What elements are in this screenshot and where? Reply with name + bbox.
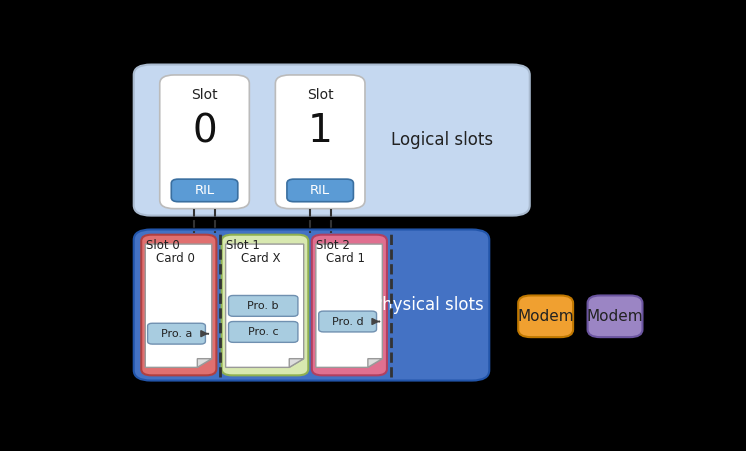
FancyBboxPatch shape bbox=[134, 230, 489, 381]
Text: Card 1: Card 1 bbox=[326, 252, 366, 265]
Polygon shape bbox=[316, 244, 382, 368]
Text: Logical slots: Logical slots bbox=[391, 131, 493, 149]
FancyBboxPatch shape bbox=[319, 311, 377, 332]
Polygon shape bbox=[289, 359, 304, 368]
FancyBboxPatch shape bbox=[134, 64, 530, 216]
FancyBboxPatch shape bbox=[287, 179, 354, 202]
Text: Pro. a: Pro. a bbox=[161, 329, 192, 339]
Text: Slot 0: Slot 0 bbox=[146, 239, 180, 252]
Text: Physical slots: Physical slots bbox=[372, 296, 483, 314]
FancyBboxPatch shape bbox=[160, 75, 249, 209]
Text: Pro. b: Pro. b bbox=[248, 301, 279, 311]
Text: Slot 1: Slot 1 bbox=[226, 239, 260, 252]
Polygon shape bbox=[225, 244, 304, 368]
Text: Pro. d: Pro. d bbox=[332, 317, 363, 327]
FancyBboxPatch shape bbox=[172, 179, 238, 202]
Text: Modem: Modem bbox=[586, 309, 643, 324]
Text: Card X: Card X bbox=[241, 252, 280, 265]
FancyBboxPatch shape bbox=[275, 75, 365, 209]
Text: Card 0: Card 0 bbox=[156, 252, 195, 265]
Text: 0: 0 bbox=[192, 112, 217, 150]
Polygon shape bbox=[145, 244, 212, 368]
Text: Modem: Modem bbox=[517, 309, 574, 324]
FancyBboxPatch shape bbox=[518, 295, 573, 337]
Text: Slot: Slot bbox=[191, 88, 218, 102]
FancyBboxPatch shape bbox=[222, 235, 308, 375]
Text: RIL: RIL bbox=[310, 184, 330, 197]
Text: Slot: Slot bbox=[307, 88, 333, 102]
FancyBboxPatch shape bbox=[148, 323, 205, 344]
Polygon shape bbox=[197, 359, 212, 368]
Text: Pro. c: Pro. c bbox=[248, 327, 278, 337]
Text: 1: 1 bbox=[308, 112, 333, 150]
FancyBboxPatch shape bbox=[312, 235, 387, 375]
Polygon shape bbox=[368, 359, 382, 368]
FancyBboxPatch shape bbox=[588, 295, 642, 337]
FancyBboxPatch shape bbox=[141, 235, 216, 375]
FancyBboxPatch shape bbox=[228, 295, 298, 316]
Text: Slot 2: Slot 2 bbox=[316, 239, 351, 252]
FancyBboxPatch shape bbox=[228, 322, 298, 342]
Text: RIL: RIL bbox=[195, 184, 215, 197]
